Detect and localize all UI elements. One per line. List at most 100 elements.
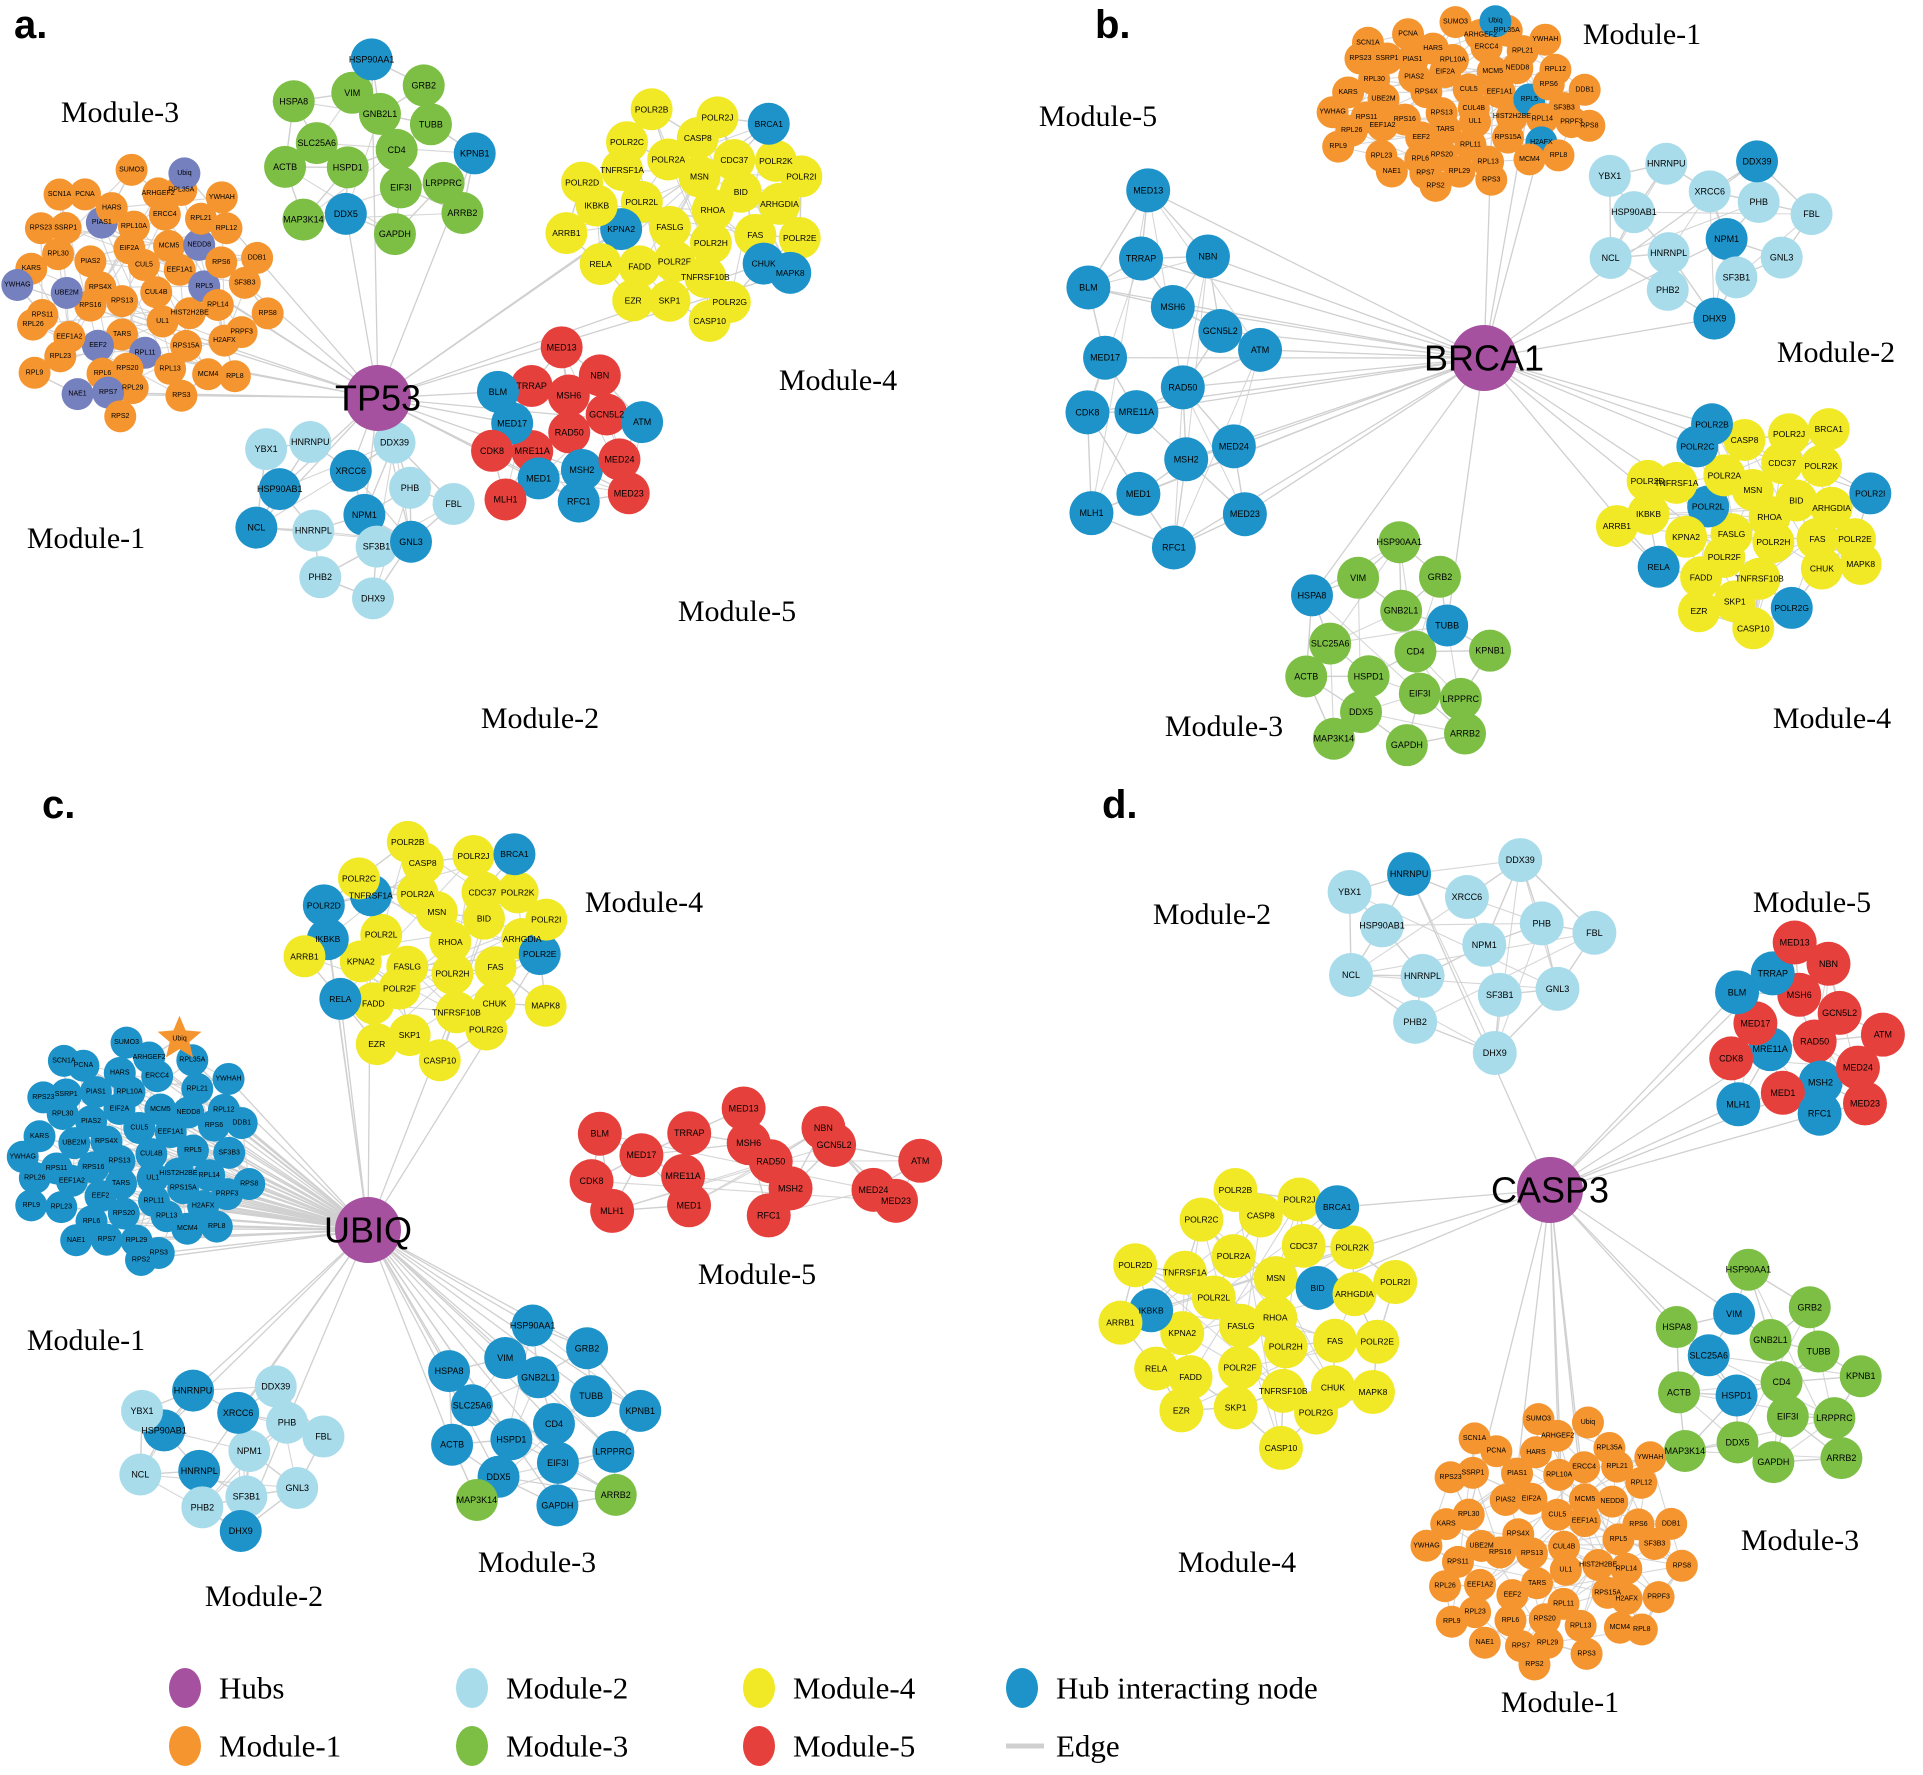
node-FBL: [1572, 910, 1617, 955]
node-label: PIAS2: [80, 258, 100, 265]
node-MSH2: [1798, 1060, 1843, 1105]
node-MED1: [667, 1183, 712, 1228]
node-label: VIM: [1726, 1309, 1742, 1319]
node-label: BID: [1311, 1283, 1325, 1293]
node-DDB1: [241, 241, 274, 274]
node-label: PRPF3: [1647, 1594, 1670, 1601]
node-label: NBN: [1198, 251, 1217, 261]
node-label: MRE11A: [1753, 1044, 1788, 1054]
node-label: RPS3: [150, 1249, 168, 1256]
node-label: DDB1: [232, 1120, 251, 1127]
hub-edge: [1260, 349, 1485, 359]
node-label: RELA: [329, 994, 352, 1004]
node-label: RPS6: [212, 259, 230, 266]
node-CASP10: [1732, 607, 1775, 650]
node-label: FASLG: [1227, 1321, 1254, 1331]
node-HARS: [103, 1056, 136, 1089]
node-POLR2D: [1626, 459, 1669, 502]
node-label: CHUK: [482, 998, 506, 1008]
node-ARRB1: [1595, 505, 1638, 548]
node-label: RPL11: [1553, 1600, 1574, 1607]
node-label: MED13: [1780, 938, 1810, 948]
node-MAPK8: [524, 984, 567, 1027]
node-label: RPS6: [205, 1122, 223, 1129]
node-label: EEF2: [1504, 1592, 1522, 1599]
node-MLH1: [1069, 491, 1114, 536]
node-label: ARRB2: [1450, 729, 1480, 739]
node-HSPD1: [1347, 655, 1390, 698]
node-GNL3: [1760, 236, 1803, 279]
node-MED1: [1760, 1070, 1805, 1115]
node-label: RPL30: [1458, 1511, 1480, 1518]
node-label: KARS: [22, 265, 41, 272]
node-label: DHX9: [1702, 314, 1726, 324]
node-GCN5L2: [1198, 309, 1243, 354]
module-label: Module-1: [1583, 18, 1701, 51]
node-star-Ubiq: [157, 1015, 202, 1058]
node-HSPD1: [326, 146, 369, 189]
node-label: DDX5: [1726, 1437, 1750, 1447]
module-label: Module-5: [698, 1258, 816, 1291]
node-label: MED23: [1230, 509, 1260, 519]
node-label: RHOA: [1757, 512, 1782, 522]
node-label: SF3B3: [1553, 105, 1575, 112]
node-label: RPS2: [132, 1256, 150, 1263]
node-RFC1: [557, 480, 600, 523]
node-label: NCL: [247, 523, 265, 533]
node-LRPPRC: [592, 1430, 635, 1473]
node-label: HARS: [1526, 1449, 1546, 1456]
node-NEDD8: [183, 228, 216, 261]
node-label: RPS8: [1580, 122, 1598, 129]
node-label: TNFRSF10B: [1259, 1386, 1308, 1396]
legend-label: Edge: [1056, 1729, 1120, 1764]
node-MRE11A: [1114, 390, 1159, 435]
node-label: DDB1: [1575, 86, 1594, 93]
node-label: RPL14: [207, 301, 229, 308]
edge: [591, 1180, 897, 1202]
node-RPS7: [90, 1223, 123, 1256]
node-label: RPL10A: [1546, 1471, 1572, 1478]
node-label: LRPPRC: [1443, 694, 1480, 704]
node-MAP3K14: [1312, 717, 1355, 760]
node-label: SLC25A6: [1311, 639, 1350, 649]
node-label: MED13: [729, 1104, 759, 1114]
node-RPS3: [165, 379, 198, 412]
node-label: TRRAP: [1126, 254, 1157, 264]
node-label: POLR2F: [383, 984, 416, 994]
node-label: BID: [477, 914, 491, 924]
node-label: RPL35A: [1596, 1444, 1622, 1451]
node-label: ERCC4: [1572, 1464, 1596, 1471]
node-UBE2M: [58, 1127, 91, 1160]
node-label: MED17: [626, 1150, 656, 1160]
node-label: MED24: [858, 1185, 888, 1195]
node-GNL3: [1535, 966, 1580, 1011]
node-label: DDX39: [1743, 156, 1772, 166]
hub-edge: [1408, 873, 1551, 1191]
legend-label: Hubs: [219, 1671, 284, 1706]
node-MCM5: [153, 230, 186, 263]
node-label: MSH6: [1787, 990, 1812, 1000]
node-label: POLR2B: [391, 837, 425, 847]
node-EIF3I: [1766, 1395, 1809, 1438]
hub-edge: [1337, 1189, 1551, 1208]
node-label: CDK8: [1719, 1053, 1743, 1063]
node-RPL12: [1625, 1466, 1658, 1499]
node-label: POLR2L: [1198, 1292, 1231, 1302]
node-label: RPL35A: [179, 1057, 205, 1064]
node-RPL10A: [1543, 1458, 1576, 1491]
node-GRB2: [1788, 1286, 1831, 1329]
node-label: POLR2L: [625, 197, 658, 207]
node-TRRAP: [510, 365, 553, 408]
node-GAPDH: [536, 1484, 579, 1527]
node-label: RPL10A: [116, 1088, 142, 1095]
node-label: PHB2: [309, 572, 333, 582]
node-UBE2M: [50, 276, 83, 309]
node-label: BLM: [591, 1129, 610, 1139]
node-CUL5: [123, 1112, 156, 1145]
node-RPS23: [1434, 1461, 1467, 1494]
node-SCN1A: [1351, 26, 1384, 59]
module-label: Module-2: [205, 1580, 323, 1613]
node-label: YBX1: [1598, 171, 1621, 181]
module-label: Module-5: [1039, 100, 1157, 133]
node-TUBB: [1426, 604, 1469, 647]
